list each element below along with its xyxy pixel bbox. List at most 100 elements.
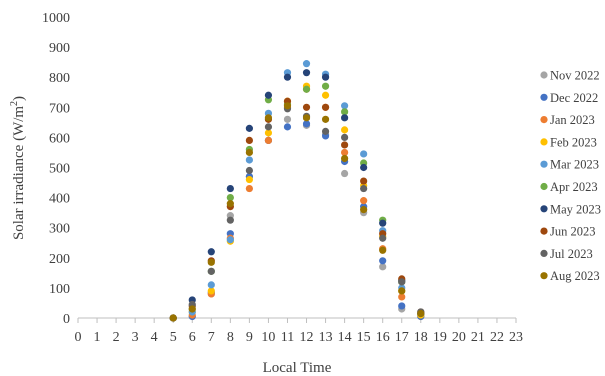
y-tick-label: 100 — [49, 282, 70, 297]
series-jan-2023 — [169, 85, 425, 322]
legend-item: Mar 2023 — [540, 158, 599, 172]
data-point — [302, 114, 311, 122]
data-point — [360, 163, 368, 172]
x-tick-label: 23 — [509, 330, 523, 345]
series-jul-2023 — [169, 105, 425, 322]
y-tick-label: 400 — [49, 192, 70, 207]
series-aug-2023 — [169, 102, 425, 322]
legend-marker — [540, 227, 548, 235]
x-tick-label: 18 — [414, 330, 428, 345]
data-point — [264, 114, 273, 122]
data-point — [341, 126, 349, 134]
data-point — [226, 194, 234, 202]
data-point — [226, 184, 234, 193]
x-axis-title: Local Time — [263, 360, 332, 376]
y-tick-label: 200 — [49, 252, 70, 267]
data-point — [360, 184, 368, 193]
x-tick-label: 7 — [208, 330, 215, 345]
legend-item: Aug 2023 — [540, 269, 600, 283]
x-tick-label: 1 — [94, 330, 101, 345]
x-tick-label: 21 — [471, 330, 485, 345]
legend-label: Dec 2022 — [550, 91, 598, 105]
data-point — [226, 216, 234, 224]
data-point — [245, 136, 253, 145]
x-tick-label: 22 — [490, 330, 504, 345]
y-tick-label: 300 — [49, 222, 70, 237]
data-point — [379, 246, 387, 254]
legend-item: Jul 2023 — [540, 247, 593, 261]
data-point — [398, 278, 406, 286]
data-point — [302, 120, 311, 128]
y-tick-label: 0 — [63, 312, 70, 327]
legend-label: Feb 2023 — [550, 135, 597, 149]
data-point — [207, 258, 215, 266]
x-tick-label: 10 — [261, 330, 275, 345]
data-point — [207, 281, 215, 289]
x-tick-label: 9 — [246, 330, 253, 345]
legend-marker — [540, 160, 548, 168]
data-point — [302, 85, 311, 93]
data-point — [283, 73, 292, 81]
data-point — [379, 263, 387, 271]
data-point — [341, 133, 349, 141]
axes: 0 1 2 3 4 5 6 7 8 9 10 11 12 13 14 15 16 17 18 19 20 21 22 2301… — [42, 11, 523, 345]
data-point — [302, 60, 311, 68]
y-axis-title: Solar irradiance (W/m2) — [9, 96, 27, 240]
legend-marker — [540, 71, 548, 79]
legend-marker — [540, 138, 548, 146]
data-point — [283, 123, 292, 131]
legend-item: Apr 2023 — [540, 180, 598, 194]
x-tick-label: 15 — [357, 330, 371, 345]
x-tick-label: 16 — [376, 330, 390, 345]
data-point — [283, 115, 292, 123]
data-point — [245, 148, 253, 157]
data-point — [341, 154, 349, 163]
data-point — [321, 73, 330, 81]
data-point — [341, 102, 349, 110]
legend-marker — [540, 116, 548, 124]
series-may-2023 — [169, 69, 425, 322]
x-tick-label: 0 — [75, 330, 82, 345]
data-point — [264, 123, 273, 131]
data-point — [398, 293, 406, 301]
data-point — [379, 234, 387, 242]
x-tick-label: 13 — [319, 330, 333, 345]
data-point — [379, 257, 387, 265]
x-tick-label: 20 — [452, 330, 466, 345]
y-tick-label: 700 — [49, 101, 70, 116]
x-tick-label: 2 — [113, 330, 120, 345]
data-point — [245, 156, 253, 164]
legend-label: Jun 2023 — [550, 225, 596, 239]
data-point — [264, 91, 273, 99]
data-point — [283, 102, 292, 110]
data-point — [321, 115, 330, 123]
data-point — [226, 200, 234, 208]
data-points — [169, 60, 425, 322]
legend-marker — [540, 205, 548, 213]
legend-marker — [540, 249, 548, 257]
legend-item: Nov 2022 — [540, 69, 600, 83]
data-point — [321, 82, 330, 90]
legend-label: Apr 2023 — [550, 180, 598, 194]
series-jun-2023 — [169, 97, 425, 322]
x-tick-label: 19 — [433, 330, 447, 345]
y-tick-label: 600 — [49, 131, 70, 146]
legend-label: Mar 2023 — [550, 158, 599, 172]
x-tick-label: 6 — [189, 330, 196, 345]
x-tick-label: 5 — [170, 330, 177, 345]
legend-item: Feb 2023 — [540, 135, 597, 149]
legend: Nov 2022 Dec 2022 Jan 2023 Feb 2023 Mar 2023… — [540, 69, 601, 283]
data-point — [341, 141, 349, 149]
data-point — [226, 236, 234, 244]
x-tick-label: 17 — [395, 330, 409, 345]
legend-item: May 2023 — [540, 202, 601, 216]
data-point — [245, 175, 253, 184]
legend-label: Aug 2023 — [550, 269, 600, 283]
data-point — [302, 103, 311, 111]
data-point — [169, 314, 177, 322]
x-tick-label: 14 — [338, 330, 352, 345]
data-point — [207, 267, 215, 275]
data-point — [417, 309, 425, 318]
data-point — [360, 177, 368, 185]
